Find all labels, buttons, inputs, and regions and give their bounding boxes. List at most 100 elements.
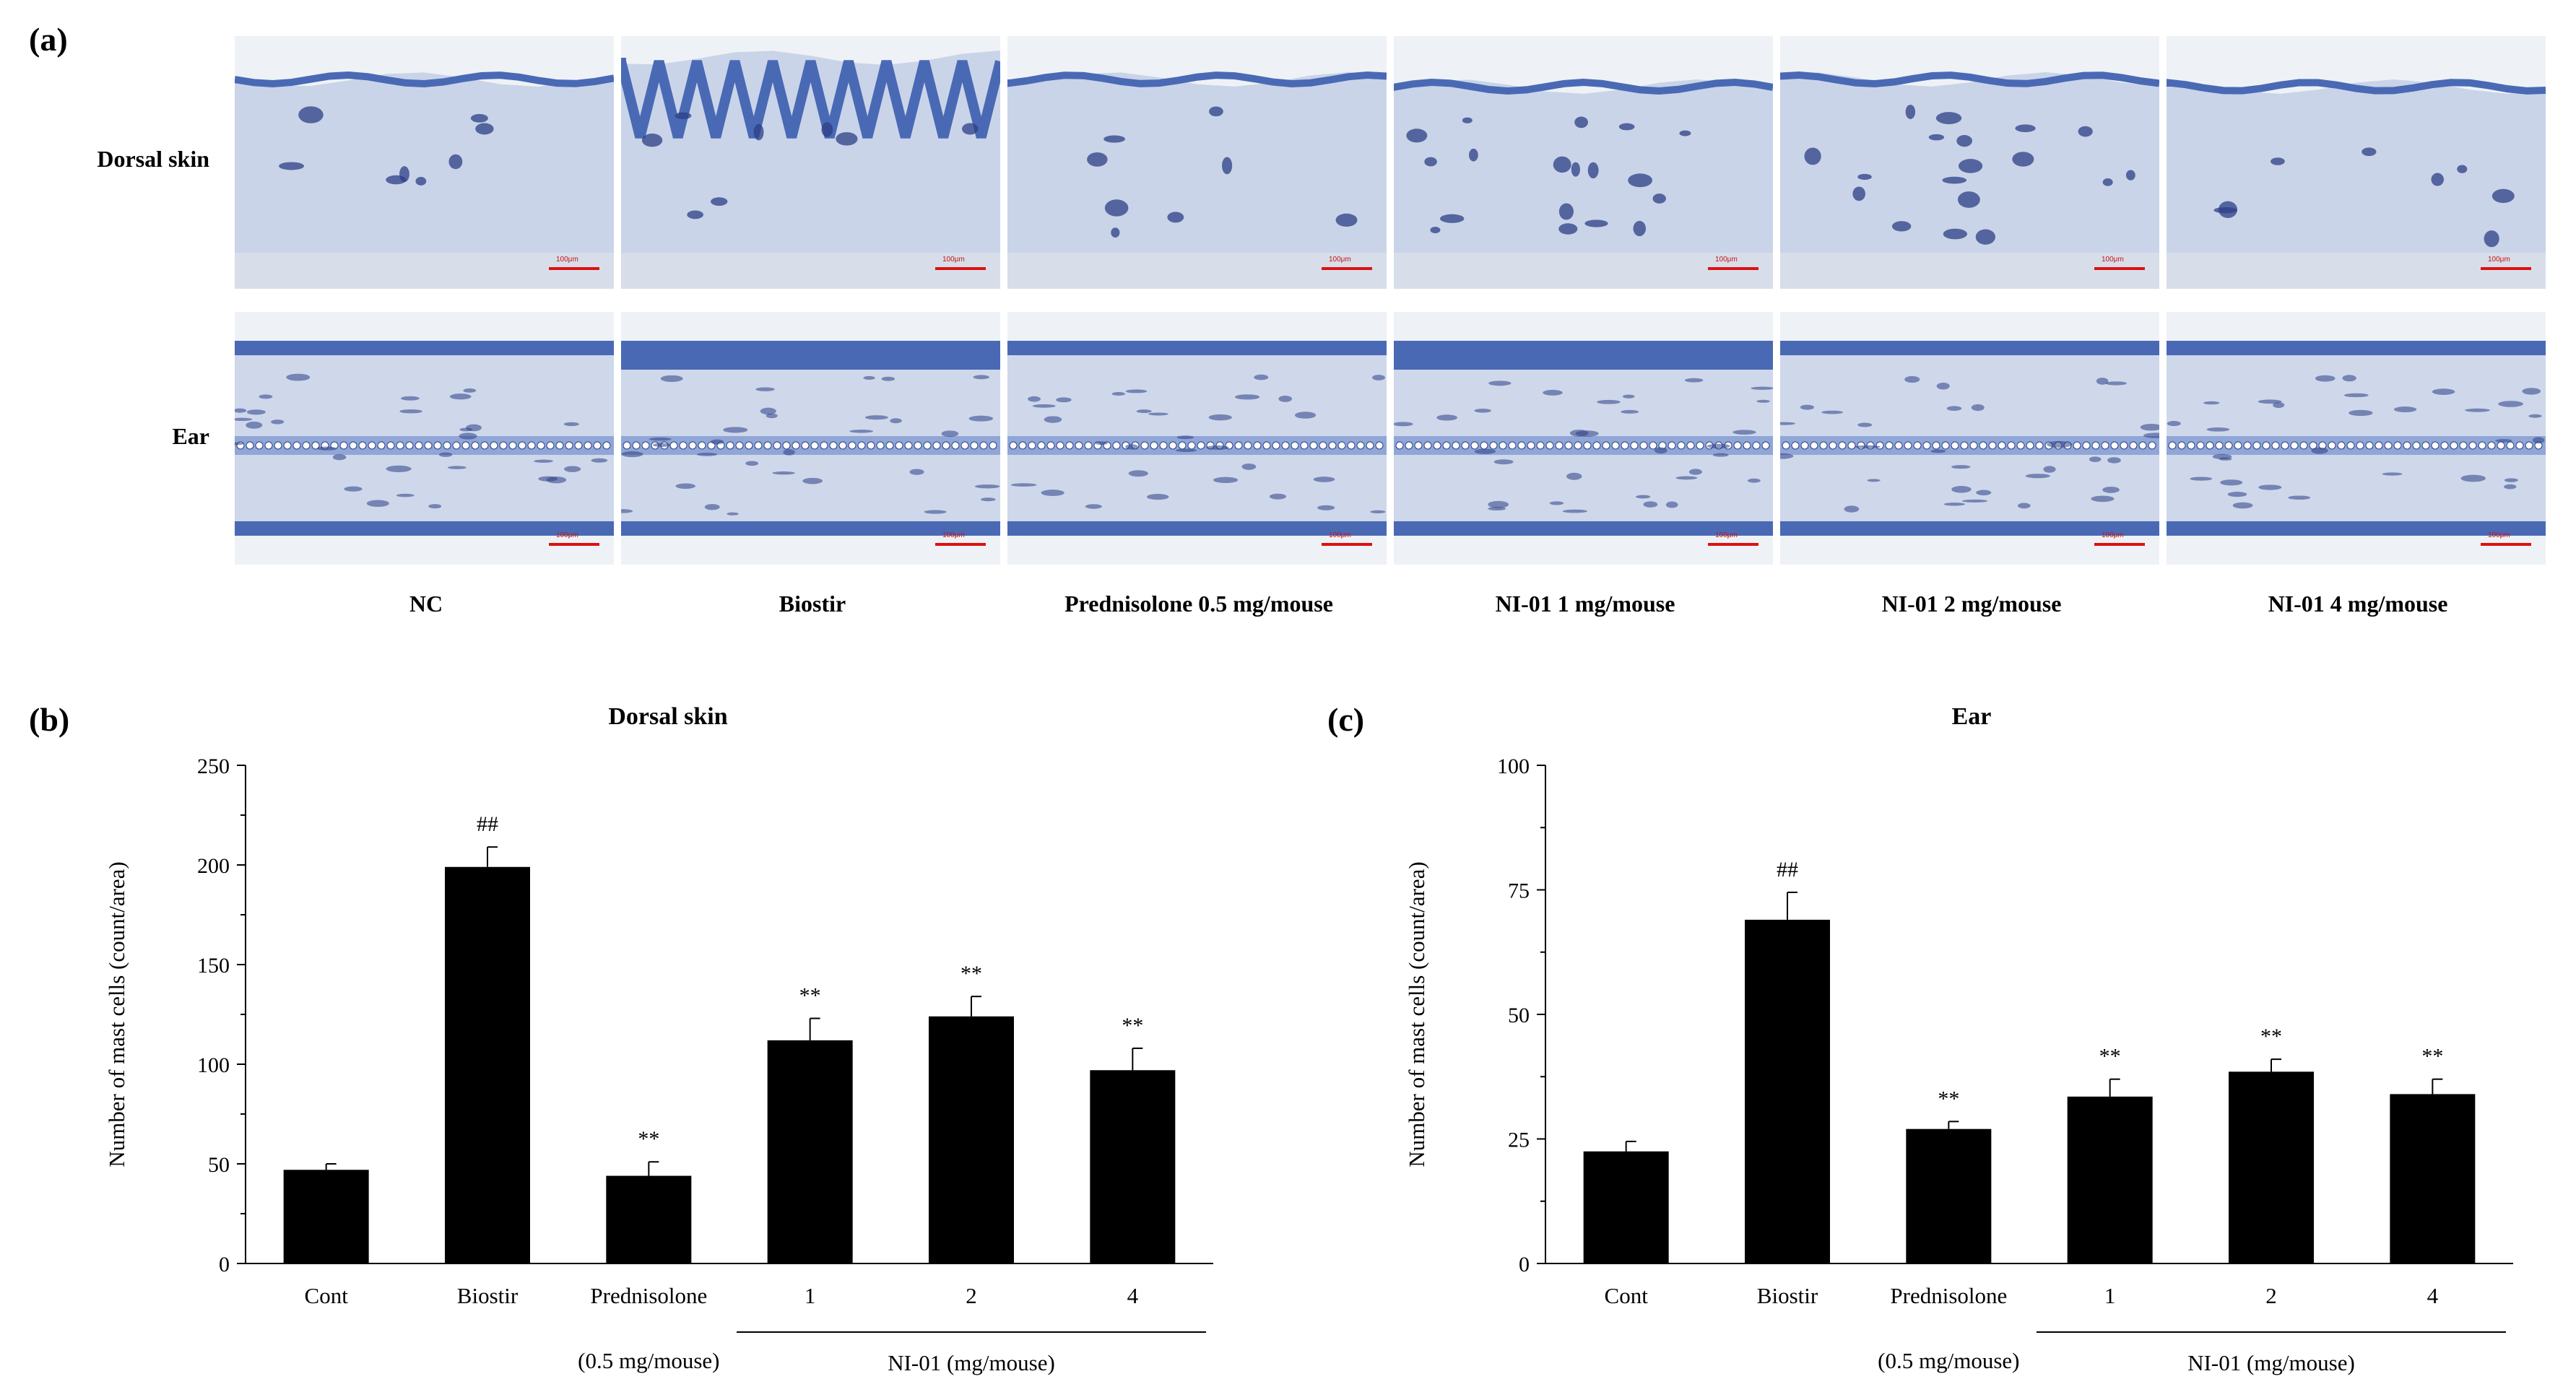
chart-b-bar-Biostir <box>445 866 530 1263</box>
scale-bar-label: 100μm <box>1715 256 1738 264</box>
chart-b-y-tick-label: 250 <box>197 754 230 778</box>
column-label-biostir: Biostir <box>779 591 846 617</box>
scale-bar <box>2481 543 2531 546</box>
scale-bar <box>549 267 599 270</box>
chart-b-y-tick-label: 0 <box>219 1253 230 1276</box>
chart-b-prednisolone-dose-label: (0.5 mg/mouse) <box>578 1348 719 1373</box>
chart-b-bar-4 <box>1090 1070 1176 1263</box>
chart-b-x-tick-label: Cont <box>305 1283 349 1308</box>
row-label-dorsal-skin: Dorsal skin <box>97 146 209 172</box>
chart-c-x-tick-label: 1 <box>2104 1283 2116 1308</box>
scale-bar-label: 100μm <box>2102 256 2124 264</box>
chart-b-group-label: NI-01 (mg/mouse) <box>888 1350 1055 1375</box>
chart-b-y-tick-label: 200 <box>197 854 230 878</box>
scale-bar <box>549 543 599 546</box>
chart-b-x-tick-label: 4 <box>1127 1283 1139 1308</box>
scale-bar-label: 100μm <box>1715 531 1738 539</box>
scale-bar <box>1322 543 1372 546</box>
column-label-ni01-4mg: NI-01 4 mg/mouse <box>2268 591 2448 617</box>
chart-c-bar-Prednisolone <box>1906 1128 1992 1263</box>
micrograph-dorsal-skin-ni01-4mg: 100μm <box>2167 36 2546 289</box>
micrograph-dorsal-skin-biostir: 100μm <box>621 36 1000 289</box>
scale-bar-label: 100μm <box>556 256 578 264</box>
chart-c-significance-mark: ** <box>1938 1087 1959 1110</box>
column-label-ni01-2mg: NI-01 2 mg/mouse <box>1881 591 2062 617</box>
chart-b-x-tick-label: Biostir <box>457 1283 519 1308</box>
chart-c-y-tick-label: 50 <box>1508 1004 1530 1027</box>
chart-c-bar-4 <box>2390 1094 2476 1263</box>
scale-bar-label: 100μm <box>942 256 965 264</box>
micrograph-ear-biostir: 100μm <box>621 312 1000 565</box>
chart-b-y-tick-label: 150 <box>197 954 230 978</box>
chart-b-significance-mark: ** <box>960 962 982 986</box>
scale-bar <box>935 267 986 270</box>
scale-bar <box>1708 543 1758 546</box>
chart-c-group-label: NI-01 (mg/mouse) <box>2187 1350 2355 1375</box>
chart-b-x-tick-label: Prednisolone <box>590 1283 707 1308</box>
micrograph-dorsal-skin-nc: 100μm <box>235 36 614 289</box>
chart-c-x-tick-label: Biostir <box>1757 1283 1818 1308</box>
micrograph-dorsal-skin-prednisolone: 100μm <box>1007 36 1387 289</box>
chart-b-x-tick-label: 2 <box>966 1283 977 1308</box>
chart-b-significance-mark: ** <box>1122 1014 1143 1038</box>
row-label-ear: Ear <box>172 423 209 449</box>
chart-c-bar-Cont <box>1583 1151 1669 1263</box>
chart-c-y-tick-label: 75 <box>1508 879 1530 903</box>
micrograph-dorsal-skin-ni01-1mg: 100μm <box>1394 36 1773 289</box>
chart-c-x-tick-label: 4 <box>2427 1283 2439 1308</box>
scale-bar-label: 100μm <box>2102 531 2124 539</box>
scale-bar <box>2481 267 2531 270</box>
chart-b-bar-Prednisolone <box>606 1175 692 1263</box>
scale-bar <box>2094 543 2145 546</box>
panel-a-label: (a) <box>29 21 68 58</box>
chart-c-bar-1 <box>2067 1096 2153 1263</box>
chart-c-title: Ear <box>1951 703 1992 730</box>
scale-bar-label: 100μm <box>556 531 578 539</box>
chart-c-y-axis-label: Number of mast cells (count/area) <box>1404 861 1429 1167</box>
chart-b-bar-1 <box>767 1040 853 1263</box>
chart-c-x-tick-label: 2 <box>2265 1283 2277 1308</box>
chart-c-bar-2 <box>2229 1071 2314 1263</box>
panel-b-label: (b) <box>29 701 70 738</box>
scale-bar <box>1322 267 1372 270</box>
scale-bar-label: 100μm <box>1329 256 1351 264</box>
chart-c-x-tick-label: Prednisolone <box>1890 1283 2007 1308</box>
scale-bar-label: 100μm <box>2488 256 2510 264</box>
chart-b-x-tick-label: 1 <box>805 1283 816 1308</box>
micrograph-ear-ni01-1mg: 100μm <box>1394 312 1773 565</box>
chart-c-y-tick-label: 25 <box>1508 1128 1530 1152</box>
chart-b-bar-2 <box>929 1016 1014 1263</box>
chart-b-y-tick-label: 100 <box>197 1053 230 1077</box>
chart-c-significance-mark: ## <box>1777 858 1798 882</box>
chart-c-x-tick-label: Cont <box>1605 1283 1649 1308</box>
chart-b-significance-mark: ## <box>477 812 498 836</box>
micrograph-ear-ni01-4mg: 100μm <box>2167 312 2546 565</box>
scale-bar <box>935 543 986 546</box>
chart-c-prednisolone-dose-label: (0.5 mg/mouse) <box>1878 1348 2019 1373</box>
chart-c-bar-Biostir <box>1745 919 1830 1263</box>
column-label-ni01-1mg: NI-01 1 mg/mouse <box>1495 591 1675 617</box>
micrograph-dorsal-skin-ni01-2mg: 100μm <box>1780 36 2159 289</box>
scale-bar <box>2094 267 2145 270</box>
column-label-nc: NC <box>409 591 443 617</box>
chart-b-y-tick-label: 50 <box>208 1153 230 1177</box>
chart-b-title: Dorsal skin <box>608 703 728 730</box>
micrograph-ear-ni01-2mg: 100μm <box>1780 312 2159 565</box>
chart-c-significance-mark: ** <box>2099 1045 2121 1069</box>
micrograph-ear-nc: 100μm <box>235 312 614 565</box>
scale-bar-label: 100μm <box>942 531 965 539</box>
chart-b-bar-Cont <box>283 1170 369 1263</box>
panel-c-label: (c) <box>1327 701 1365 738</box>
chart-c-significance-mark: ** <box>2421 1045 2443 1069</box>
chart-b-significance-mark: ** <box>799 984 821 1008</box>
chart-c-y-tick-label: 100 <box>1497 754 1530 778</box>
chart-b-dorsal-skin: 0 50 100 150 200 250 Number of mast cells (cou… <box>104 754 1213 1375</box>
chart-b-y-axis-label: Number of mast cells (count/area) <box>104 861 129 1167</box>
chart-c-y-tick-label: 0 <box>1519 1253 1530 1276</box>
scale-bar-label: 100μm <box>1329 531 1351 539</box>
chart-c-significance-mark: ** <box>2260 1025 2282 1048</box>
chart-b-significance-mark: ** <box>638 1127 659 1151</box>
micrograph-ear-prednisolone: 100μm <box>1007 312 1387 565</box>
column-label-prednisolone: Prednisolone 0.5 mg/mouse <box>1064 591 1333 617</box>
scale-bar-label: 100μm <box>2488 531 2510 539</box>
